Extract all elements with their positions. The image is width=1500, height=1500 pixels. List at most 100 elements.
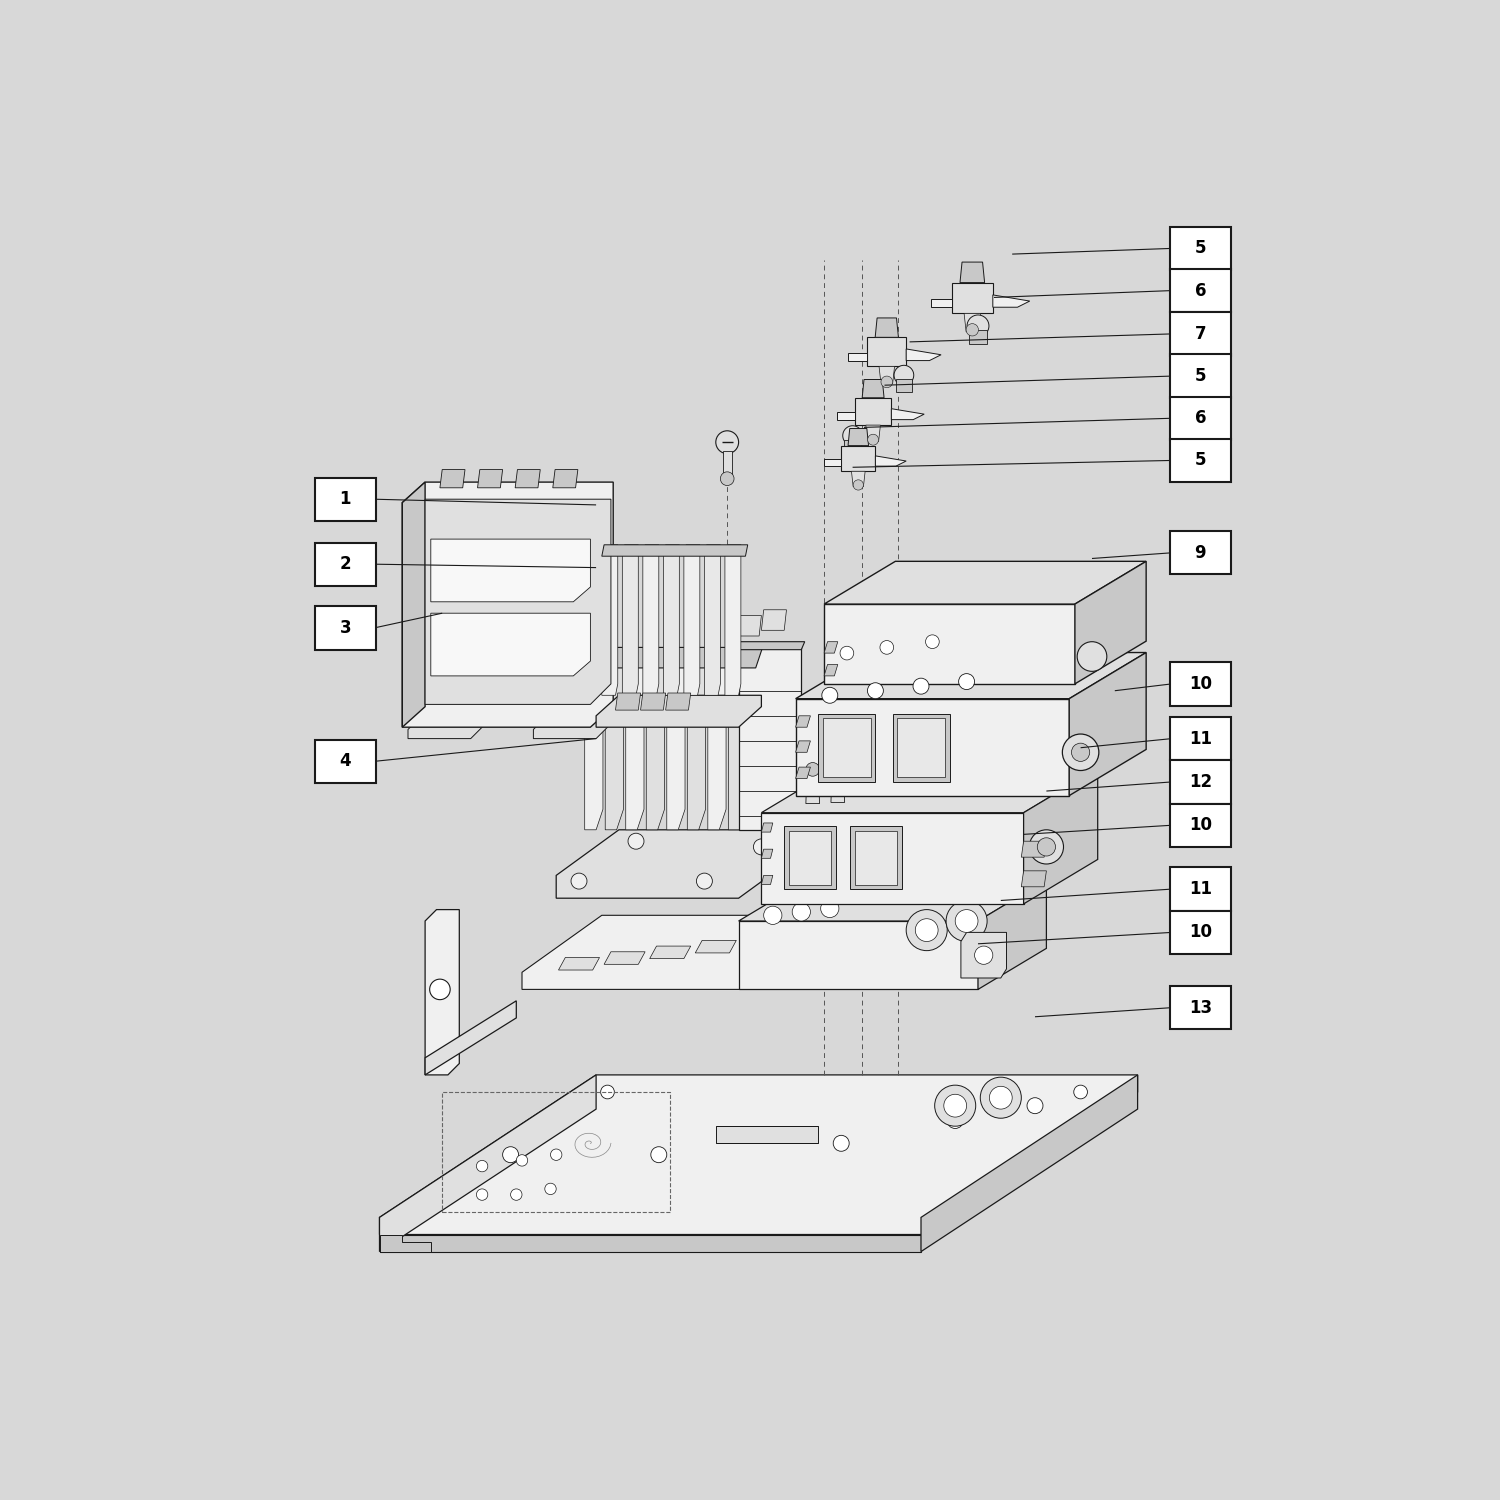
Text: 5: 5 [1194,240,1206,258]
Polygon shape [921,1076,1137,1251]
Circle shape [966,324,978,336]
Polygon shape [602,544,747,556]
Polygon shape [668,648,686,830]
Polygon shape [666,693,690,709]
Polygon shape [424,500,610,705]
Circle shape [764,906,782,924]
Polygon shape [728,642,804,650]
Polygon shape [862,380,883,398]
Polygon shape [408,718,482,738]
FancyBboxPatch shape [1170,760,1232,804]
Circle shape [894,366,914,386]
Polygon shape [402,482,424,728]
Polygon shape [380,1234,921,1251]
FancyBboxPatch shape [1170,662,1232,705]
FancyBboxPatch shape [1170,226,1232,270]
Polygon shape [644,544,658,696]
Text: 12: 12 [1188,772,1212,790]
Polygon shape [738,921,978,990]
Polygon shape [824,664,839,676]
Circle shape [477,1161,488,1172]
Polygon shape [806,770,819,804]
FancyBboxPatch shape [1170,804,1232,847]
Polygon shape [380,1076,1137,1234]
Text: 7: 7 [1194,326,1206,344]
Circle shape [628,833,644,849]
Polygon shape [962,933,1006,978]
Polygon shape [696,940,736,952]
Text: 10: 10 [1190,816,1212,834]
Polygon shape [604,648,624,830]
Polygon shape [558,957,600,970]
Circle shape [975,946,993,964]
Circle shape [572,873,586,889]
FancyBboxPatch shape [1170,354,1232,398]
Polygon shape [795,741,810,753]
Polygon shape [824,604,1076,684]
Polygon shape [952,282,993,314]
Polygon shape [430,614,591,676]
Polygon shape [874,318,898,338]
Polygon shape [430,538,591,602]
Polygon shape [534,718,608,738]
Circle shape [651,1146,668,1162]
Text: 4: 4 [339,753,351,771]
Polygon shape [762,768,1098,813]
Circle shape [1071,742,1089,762]
Polygon shape [892,714,950,782]
Polygon shape [978,880,1047,990]
Polygon shape [585,648,762,668]
Polygon shape [844,440,861,452]
Polygon shape [556,830,801,898]
Polygon shape [514,470,540,488]
Polygon shape [402,482,614,728]
Polygon shape [1022,842,1047,856]
FancyBboxPatch shape [1170,312,1232,356]
Polygon shape [615,693,640,709]
Polygon shape [847,352,867,360]
Polygon shape [424,1000,516,1076]
Circle shape [958,674,975,690]
Circle shape [906,909,946,951]
Circle shape [822,687,839,703]
Polygon shape [741,934,782,946]
Circle shape [956,909,978,933]
Polygon shape [847,429,868,445]
FancyBboxPatch shape [315,477,376,520]
Circle shape [880,376,892,387]
Circle shape [1077,642,1107,672]
Polygon shape [850,827,901,890]
Polygon shape [824,718,872,777]
Polygon shape [596,696,762,728]
Polygon shape [736,615,762,636]
Polygon shape [891,408,924,420]
Text: 6: 6 [1194,410,1206,428]
Polygon shape [663,544,680,696]
Circle shape [968,315,988,338]
Polygon shape [585,648,603,830]
Circle shape [934,1084,975,1126]
Polygon shape [477,470,502,488]
Polygon shape [687,648,705,830]
Circle shape [429,980,450,999]
Polygon shape [784,827,836,890]
Polygon shape [837,413,855,420]
FancyBboxPatch shape [315,606,376,650]
Circle shape [846,916,859,930]
Text: 3: 3 [339,620,351,638]
Polygon shape [640,693,666,709]
Circle shape [946,900,987,942]
FancyBboxPatch shape [1170,440,1232,482]
FancyBboxPatch shape [1170,531,1232,574]
Polygon shape [836,909,870,938]
Polygon shape [762,849,772,858]
Polygon shape [795,652,1146,699]
FancyBboxPatch shape [315,543,376,586]
Text: 1: 1 [339,490,351,508]
Circle shape [867,433,879,445]
Circle shape [544,1184,556,1194]
Polygon shape [762,824,772,833]
Circle shape [926,634,939,648]
Polygon shape [795,699,1070,795]
FancyBboxPatch shape [1170,910,1232,954]
